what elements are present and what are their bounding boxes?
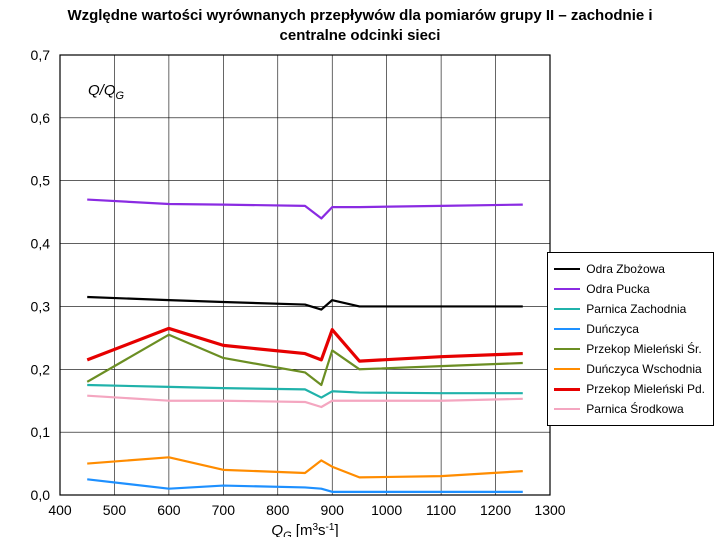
legend-item: Przekop Mieleński Śr. bbox=[554, 339, 705, 359]
svg-text:0,1: 0,1 bbox=[31, 424, 51, 440]
legend-label: Duńczyca bbox=[586, 322, 639, 336]
svg-text:1000: 1000 bbox=[371, 502, 402, 518]
legend-swatch bbox=[554, 308, 580, 310]
legend-label: Odra Zbożowa bbox=[586, 262, 665, 276]
svg-text:500: 500 bbox=[103, 502, 127, 518]
svg-text:1100: 1100 bbox=[426, 502, 456, 518]
svg-text:0,0: 0,0 bbox=[31, 487, 51, 503]
svg-text:0,6: 0,6 bbox=[31, 110, 51, 126]
svg-text:QG [m3s-1]: QG [m3s-1] bbox=[271, 522, 338, 537]
legend-swatch bbox=[554, 348, 580, 350]
legend-swatch bbox=[554, 408, 580, 410]
legend-swatch bbox=[554, 288, 580, 290]
legend-label: Parnica Zachodnia bbox=[586, 302, 686, 316]
svg-text:0,3: 0,3 bbox=[31, 298, 51, 314]
legend-swatch bbox=[554, 368, 580, 370]
legend-label: Odra Pucka bbox=[586, 282, 649, 296]
svg-text:600: 600 bbox=[157, 502, 181, 518]
svg-text:800: 800 bbox=[266, 502, 290, 518]
legend-item: Odra Pucka bbox=[554, 279, 705, 299]
legend-swatch bbox=[554, 268, 580, 270]
legend-item: Odra Zbożowa bbox=[554, 259, 705, 279]
svg-text:0,7: 0,7 bbox=[31, 47, 51, 63]
svg-text:900: 900 bbox=[321, 502, 345, 518]
legend-item: Parnica Zachodnia bbox=[554, 299, 705, 319]
legend-label: Parnica Środkowa bbox=[586, 402, 683, 416]
svg-text:0,4: 0,4 bbox=[31, 236, 51, 252]
svg-text:1300: 1300 bbox=[534, 502, 565, 518]
svg-text:0,2: 0,2 bbox=[31, 361, 51, 377]
legend-item: Przekop Mieleński Pd. bbox=[554, 379, 705, 399]
legend-label: Przekop Mieleński Pd. bbox=[586, 382, 705, 396]
legend-item: Duńczyca Wschodnia bbox=[554, 359, 705, 379]
legend-swatch bbox=[554, 388, 580, 391]
svg-text:400: 400 bbox=[48, 502, 72, 518]
svg-text:700: 700 bbox=[212, 502, 236, 518]
chart-title: Względne wartości wyrównanych przepływów… bbox=[0, 0, 720, 47]
legend-label: Duńczyca Wschodnia bbox=[586, 362, 701, 376]
legend-swatch bbox=[554, 328, 580, 330]
svg-text:0,5: 0,5 bbox=[31, 173, 51, 189]
legend-item: Parnica Środkowa bbox=[554, 399, 705, 419]
chart-container: 400 500 600 700 800 900 1000 1100 1200 1300 0,0 0,1… bbox=[0, 47, 720, 537]
legend: Odra Zbożowa Odra Pucka Parnica Zachodnia D… bbox=[547, 252, 714, 426]
legend-label: Przekop Mieleński Śr. bbox=[586, 342, 701, 356]
svg-text:1200: 1200 bbox=[480, 502, 511, 518]
legend-item: Duńczyca bbox=[554, 319, 705, 339]
